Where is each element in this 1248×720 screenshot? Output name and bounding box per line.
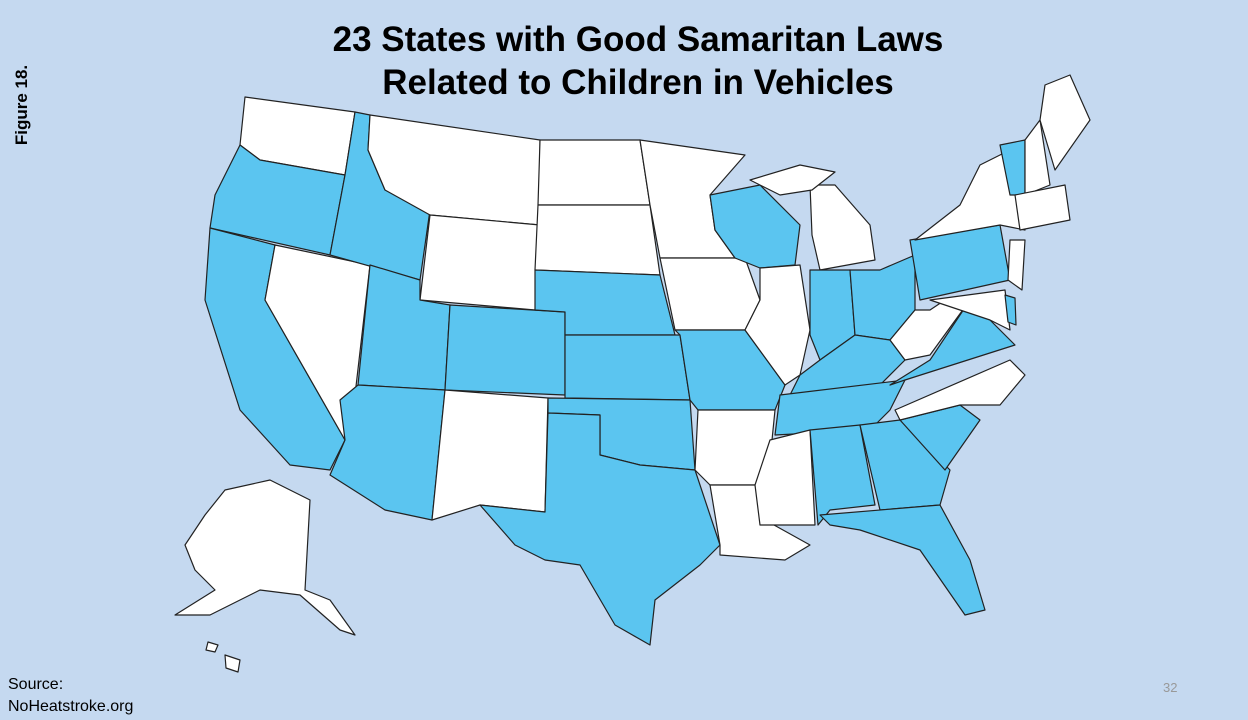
states (174, 74, 1091, 673)
figure-label: Figure 18. (12, 64, 32, 146)
page-number: 32 (1163, 680, 1178, 695)
source-site: NoHeatstroke.org (8, 698, 134, 715)
title: 23 States with Good Samaritan Laws (332, 20, 944, 59)
source-label: Source: (8, 676, 64, 693)
title: Related to Children in Vehicles (382, 63, 894, 102)
